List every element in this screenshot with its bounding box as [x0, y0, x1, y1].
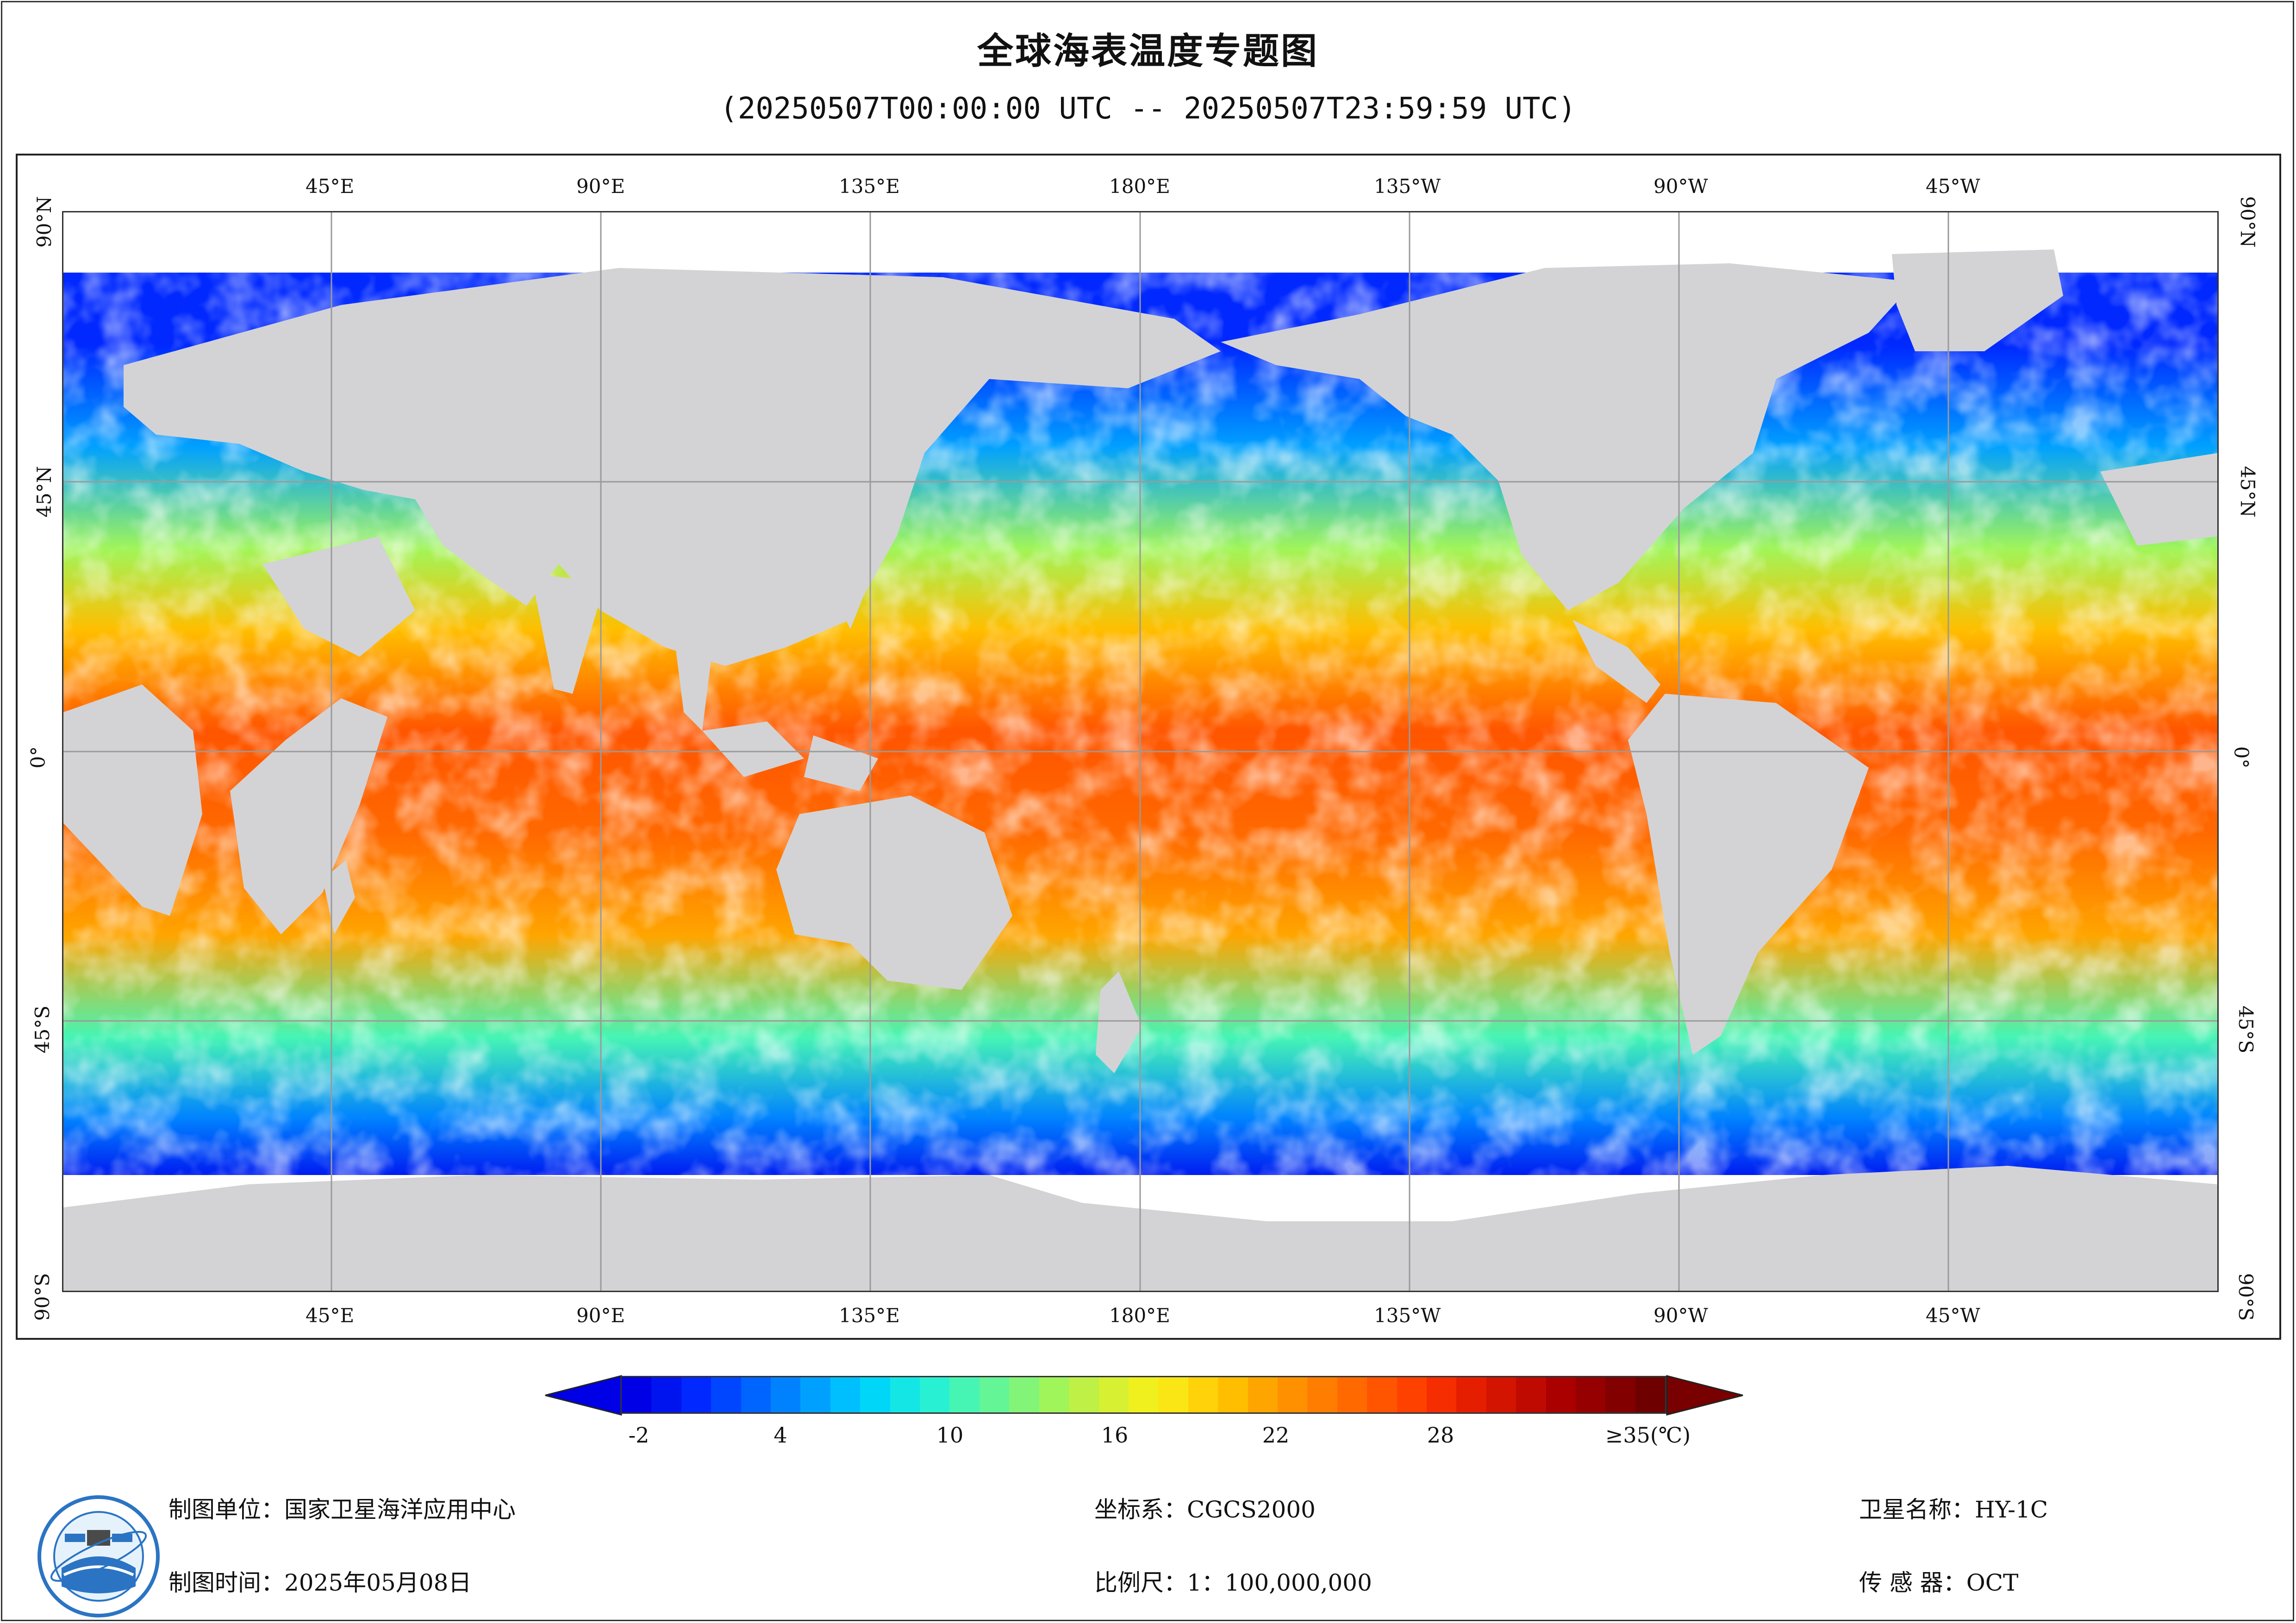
land-indochina: [674, 638, 711, 731]
map-subtitle: (20250507T00:00:00 UTC -- 20250507T23:59…: [720, 92, 1576, 126]
lat-tick-left-45n: 45°N: [33, 466, 56, 518]
land-northamerica: [1221, 263, 1915, 610]
colorbar-cell: [830, 1377, 861, 1412]
colorbar-cell: [1128, 1377, 1159, 1412]
colorbar-cell: [1426, 1377, 1457, 1412]
lon-tick-top-90e: 90°E: [576, 175, 625, 198]
colorbar-cell: [1576, 1377, 1606, 1412]
colorbar-cell: [651, 1377, 681, 1412]
colorbar: [620, 1376, 1666, 1414]
colorbar-cell: [890, 1377, 920, 1412]
colorbar-label-4: 16: [1101, 1423, 1129, 1448]
lon-tick-top-90w: 90°W: [1653, 175, 1708, 198]
colorbar-cell: [1486, 1377, 1516, 1412]
colorbar-cell: [1605, 1377, 1635, 1412]
lon-tick-bottom-90e: 90°E: [576, 1304, 625, 1327]
land-eurasia: [124, 268, 1221, 666]
colorbar-cell: [1277, 1377, 1308, 1412]
colorbar-cell: [1307, 1377, 1337, 1412]
colorbar-cell: [711, 1377, 741, 1412]
lat-tick-right-45s: 45°S: [2234, 1005, 2258, 1054]
land-japan: [832, 564, 869, 629]
colorbar-cell: [1009, 1377, 1039, 1412]
land-africa-west: [63, 684, 202, 916]
lon-tick-bottom-180e: 180°E: [1109, 1304, 1170, 1327]
land-africa: [230, 698, 387, 934]
footer-scale: 比例尺：1：100,000,000: [1094, 1569, 1372, 1596]
colorbar-label-6: 28: [1427, 1423, 1454, 1448]
lon-tick-bottom-135w: 135°W: [1374, 1304, 1441, 1327]
colorbar-cell: [1069, 1377, 1099, 1412]
colorbar-cell: [681, 1377, 711, 1412]
land-europe-west: [2100, 453, 2217, 546]
footer-coord-system: 坐标系：CGCS2000: [1094, 1496, 1316, 1523]
colorbar-label-2: 4: [774, 1423, 787, 1448]
graticule: [63, 212, 2217, 1291]
sst-map-graphic: [63, 212, 2217, 1291]
lon-tick-bottom-90w: 90°W: [1653, 1304, 1708, 1327]
lat-tick-left-90n: 90°N: [33, 196, 56, 248]
land-borneo: [702, 721, 804, 777]
land-newzealand: [1096, 971, 1142, 1073]
map-title: 全球海表温度专题图: [977, 31, 1319, 72]
colorbar-cell: [1367, 1377, 1397, 1412]
footer-satellite: 卫星名称：HY-1C: [1859, 1496, 2048, 1523]
lat-tick-right-0: 0°: [2230, 746, 2253, 769]
lon-tick-top-180e: 180°E: [1109, 175, 1170, 198]
colorbar-cell: [1546, 1377, 1576, 1412]
colorbar-label-3: 10: [936, 1423, 964, 1448]
colorbar-cell: [1248, 1377, 1278, 1412]
land-arabia: [262, 536, 415, 657]
colorbar-cell: [1397, 1377, 1427, 1412]
colorbar-cell: [800, 1377, 830, 1412]
lon-tick-top-135e: 135°E: [839, 175, 900, 198]
lat-tick-left-90s: 90°S: [31, 1273, 54, 1321]
colorbar-cell: [949, 1377, 980, 1412]
lon-tick-bottom-45w: 45°W: [1926, 1304, 1980, 1327]
colorbar-cell: [741, 1377, 771, 1412]
colorbar-cell: [1516, 1377, 1546, 1412]
colorbar-cell: [1188, 1377, 1218, 1412]
colorbar-cell: [1039, 1377, 1069, 1412]
land-southamerica: [1628, 694, 1869, 1055]
colorbar-label-5: 22: [1262, 1423, 1290, 1448]
colorbar-cell: [1456, 1377, 1486, 1412]
colorbar-label-1: -2: [628, 1423, 649, 1448]
lat-tick-right-45n: 45°N: [2236, 466, 2259, 518]
colorbar-cell: [1635, 1377, 1666, 1412]
lat-tick-right-90n: 90°N: [2236, 196, 2259, 248]
colorbar-cell: [1337, 1377, 1367, 1412]
lat-tick-left-0: 0°: [26, 746, 50, 769]
lon-tick-bottom-135e: 135°E: [839, 1304, 900, 1327]
footer-sensor: 传 感 器：OCT: [1859, 1569, 2019, 1596]
lon-tick-top-45e: 45°E: [306, 175, 355, 198]
sst-map[interactable]: [62, 211, 2219, 1292]
footer-date: 制图时间：2025年05月08日: [168, 1569, 472, 1596]
colorbar-cell: [1158, 1377, 1188, 1412]
lon-tick-top-45w: 45°W: [1926, 175, 1980, 198]
lon-tick-top-135w: 135°W: [1374, 175, 1441, 198]
colorbar-label-7: ≥35(℃): [1605, 1423, 1691, 1448]
land-newguinea: [804, 735, 878, 791]
lat-tick-left-45s: 45°S: [31, 1005, 54, 1054]
colorbar-cell: [860, 1377, 890, 1412]
lat-tick-right-90s: 90°S: [2234, 1273, 2258, 1321]
land-greenland: [1892, 249, 2063, 351]
colorbar-cell: [979, 1377, 1010, 1412]
land-centralamerica: [1572, 620, 1660, 703]
colorbar-arrow-high: [1666, 1375, 1743, 1416]
colorbar-cell: [920, 1377, 950, 1412]
land-india: [531, 573, 605, 694]
colorbar-arrow-low: [545, 1375, 622, 1416]
land-australia: [776, 796, 1012, 990]
colorbar-cell: [622, 1377, 652, 1412]
footer-org: 制图单位：国家卫星海洋应用中心: [168, 1496, 516, 1523]
nsoas-logo-icon: [37, 1495, 160, 1617]
lon-tick-bottom-45e: 45°E: [306, 1304, 355, 1327]
colorbar-cell: [771, 1377, 801, 1412]
colorbar-cell: [1218, 1377, 1248, 1412]
colorbar-cell: [1098, 1377, 1129, 1412]
